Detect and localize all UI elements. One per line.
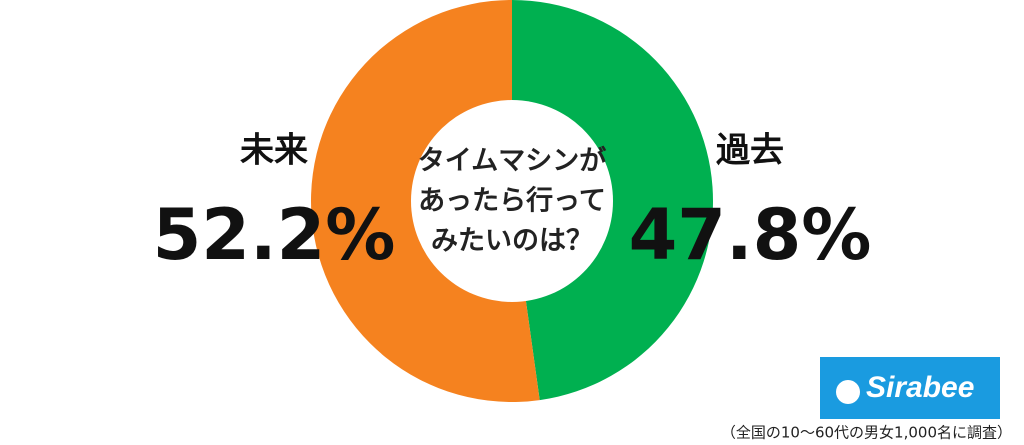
logo-icon <box>836 380 860 404</box>
value-label: 52.2% <box>153 194 396 276</box>
chart-title: みたいのは？ <box>431 226 593 257</box>
category-label: 未来 <box>240 131 308 171</box>
value-label: 47.8% <box>629 194 872 276</box>
donut-hole <box>411 100 613 302</box>
chart-title: タイムマシンが <box>418 145 606 177</box>
logo: Sirabee <box>866 371 974 404</box>
footnote: （全国の10～60代の男女1,000名に調査） <box>721 424 1012 442</box>
chart-title: あったら行って <box>418 185 606 217</box>
category-label: 過去 <box>716 131 784 171</box>
